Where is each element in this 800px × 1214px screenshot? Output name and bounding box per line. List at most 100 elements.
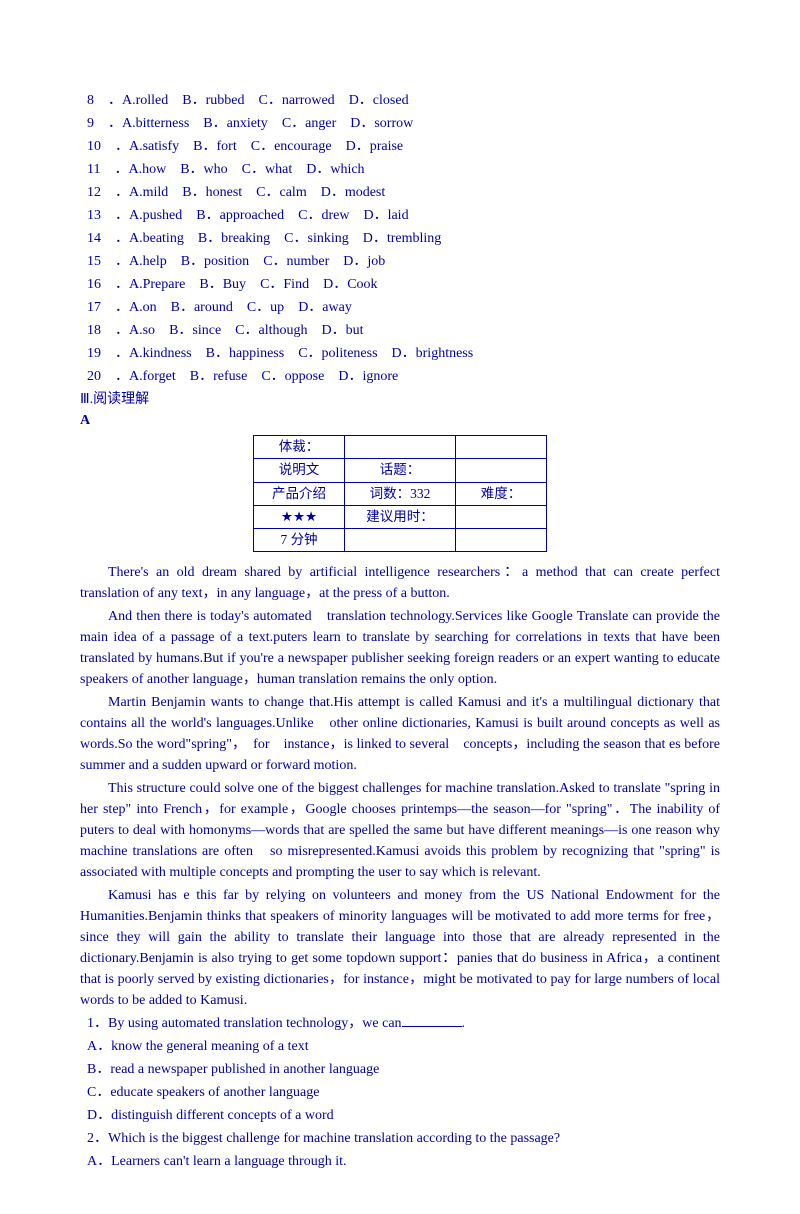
mc-row: 15．A.helpB．positionC．numberD．job bbox=[87, 251, 720, 272]
table-cell bbox=[345, 436, 456, 459]
mc-opt-a: A.bitterness bbox=[122, 116, 189, 131]
passage-paragraph: Kamusi has e this far by relying on volu… bbox=[80, 885, 720, 1011]
table-cell bbox=[456, 459, 547, 482]
mc-row: 10．A.satisfyB．fortC．encourageD．praise bbox=[87, 136, 720, 157]
mc-opt-c: C．oppose bbox=[261, 369, 324, 384]
reading-section-heading: Ⅲ.阅读理解 bbox=[80, 389, 720, 410]
mc-num: 13 bbox=[87, 208, 101, 223]
table-cell: ★★★ bbox=[254, 505, 345, 528]
passage-paragraph: And then there is today's automated tran… bbox=[80, 606, 720, 690]
mc-num: 17 bbox=[87, 300, 101, 315]
mc-num: 8 bbox=[87, 93, 94, 108]
mc-opt-c: C．calm bbox=[256, 185, 307, 200]
mc-opt-d: D．praise bbox=[346, 139, 404, 154]
mc-opt-b: B．fort bbox=[193, 139, 237, 154]
passage-label: A bbox=[80, 410, 720, 431]
mc-opt-b: B．position bbox=[181, 254, 249, 269]
mc-opt-a: A.so bbox=[129, 323, 155, 338]
mc-opt-b: B．refuse bbox=[190, 369, 248, 384]
mc-opt-c: C．what bbox=[242, 162, 293, 177]
mc-opt-c: C．up bbox=[247, 300, 284, 315]
mc-opt-d: D．which bbox=[306, 162, 364, 177]
mc-row: 18．A.soB．sinceC．althoughD．but bbox=[87, 320, 720, 341]
table-cell: 词数：332 bbox=[345, 482, 456, 505]
option-d: D．distinguish different concepts of a wo… bbox=[87, 1105, 720, 1126]
mc-opt-d: D．brightness bbox=[392, 346, 474, 361]
mc-opt-c: C．drew bbox=[298, 208, 349, 223]
mc-num: 19 bbox=[87, 346, 101, 361]
option-c: C．educate speakers of another language bbox=[87, 1082, 720, 1103]
mc-opt-d: D．but bbox=[322, 323, 364, 338]
mc-row: 8．A.rolledB．rubbedC．narrowedD．closed bbox=[87, 90, 720, 111]
mc-opt-c: C．Find bbox=[260, 277, 309, 292]
table-row: 说明文 话题： bbox=[254, 459, 547, 482]
mc-opt-b: B．anxiety bbox=[203, 116, 268, 131]
option-a: A．know the general meaning of a text bbox=[87, 1036, 720, 1057]
mc-opt-b: B．who bbox=[180, 162, 227, 177]
mc-opt-c: C．politeness bbox=[298, 346, 377, 361]
mc-row: 13．A.pushedB．approachedC．drewD．laid bbox=[87, 205, 720, 226]
table-cell: 体裁： bbox=[254, 436, 345, 459]
mc-opt-d: D．laid bbox=[363, 208, 408, 223]
table-cell: 难度： bbox=[456, 482, 547, 505]
reading-question-1: 1．By using automated translation technol… bbox=[87, 1013, 720, 1034]
mc-opt-d: D．modest bbox=[321, 185, 386, 200]
mc-opt-a: A.Prepare bbox=[129, 277, 185, 292]
mc-opt-d: D．away bbox=[298, 300, 352, 315]
mc-row: 19．A.kindnessB．happinessC．politenessD．br… bbox=[87, 343, 720, 364]
mc-opt-b: B．honest bbox=[182, 185, 242, 200]
passage-paragraph: Martin Benjamin wants to change that.His… bbox=[80, 692, 720, 776]
table-cell: 建议用时： bbox=[345, 505, 456, 528]
mc-opt-c: C．number bbox=[263, 254, 329, 269]
mc-opt-a: A.on bbox=[129, 300, 157, 315]
q-stem-post: . bbox=[462, 1016, 466, 1031]
mc-num: 18 bbox=[87, 323, 101, 338]
mc-opt-a: A.how bbox=[128, 162, 166, 177]
table-cell bbox=[456, 436, 547, 459]
reading-question-2: 2．Which is the biggest challenge for mac… bbox=[87, 1128, 720, 1149]
mc-opt-d: D．job bbox=[343, 254, 385, 269]
mc-opt-d: D．ignore bbox=[338, 369, 398, 384]
mc-opt-c: C．encourage bbox=[251, 139, 332, 154]
mc-opt-b: B．Buy bbox=[199, 277, 246, 292]
table-cell bbox=[456, 505, 547, 528]
mc-row: 14．A.beatingB．breakingC．sinkingD．trembli… bbox=[87, 228, 720, 249]
option-a: A．Learners can't learn a language throug… bbox=[87, 1151, 720, 1172]
mc-opt-a: A.kindness bbox=[129, 346, 192, 361]
mc-opt-b: B．approached bbox=[196, 208, 284, 223]
table-row: 7 分钟 bbox=[254, 529, 547, 552]
table-cell: 说明文 bbox=[254, 459, 345, 482]
table-cell bbox=[456, 529, 547, 552]
table-row: 体裁： bbox=[254, 436, 547, 459]
table-row: ★★★ 建议用时： bbox=[254, 505, 547, 528]
mc-num: 16 bbox=[87, 277, 101, 292]
mc-opt-d: D．trembling bbox=[363, 231, 442, 246]
mc-opt-b: B．breaking bbox=[198, 231, 270, 246]
mc-opt-b: B．around bbox=[171, 300, 233, 315]
mc-num: 20 bbox=[87, 369, 101, 384]
option-b: B．read a newspaper published in another … bbox=[87, 1059, 720, 1080]
mc-opt-d: D．Cook bbox=[323, 277, 377, 292]
table-cell: 7 分钟 bbox=[254, 529, 345, 552]
mc-opt-a: A.rolled bbox=[122, 93, 168, 108]
mc-opt-c: C．sinking bbox=[284, 231, 349, 246]
mc-opt-a: A.beating bbox=[129, 231, 184, 246]
passage-paragraph: This structure could solve one of the bi… bbox=[80, 778, 720, 883]
mc-opt-a: A.mild bbox=[129, 185, 168, 200]
mc-opt-b: B．since bbox=[169, 323, 221, 338]
mc-row: 16．A.PrepareB．BuyC．FindD．Cook bbox=[87, 274, 720, 295]
mc-row: 17．A.onB．aroundC．upD．away bbox=[87, 297, 720, 318]
mc-row: 20．A.forgetB．refuseC．opposeD．ignore bbox=[87, 366, 720, 387]
mc-num: 10 bbox=[87, 139, 101, 154]
mc-opt-d: D．closed bbox=[349, 93, 409, 108]
mc-opt-d: D．sorrow bbox=[350, 116, 413, 131]
mc-opt-b: B．happiness bbox=[206, 346, 285, 361]
passage-info-table: 体裁： 说明文 话题： 产品介绍 词数：332 难度： ★★★ 建议用时： 7 … bbox=[253, 435, 547, 552]
mc-opt-a: A.forget bbox=[129, 369, 176, 384]
mc-num: 14 bbox=[87, 231, 101, 246]
table-cell bbox=[345, 529, 456, 552]
mc-row: 12．A.mildB．honestC．calmD．modest bbox=[87, 182, 720, 203]
mc-opt-c: C．narrowed bbox=[258, 93, 334, 108]
mc-row: 9．A.bitternessB．anxietyC．angerD．sorrow bbox=[87, 113, 720, 134]
mc-row: 11．A.howB．whoC．whatD．which bbox=[87, 159, 720, 180]
